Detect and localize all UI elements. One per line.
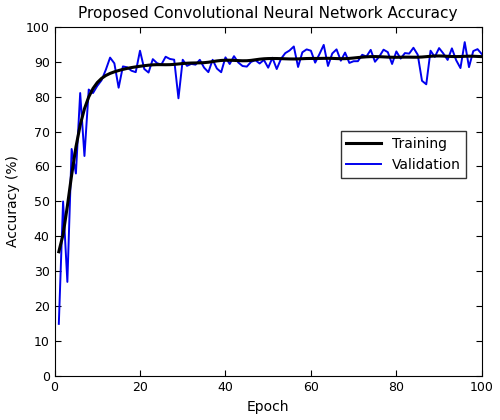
Validation — [274, 66, 280, 71]
Line: Validation: Validation — [59, 42, 482, 324]
Line: Training: Training — [59, 56, 482, 252]
Training — [274, 56, 280, 61]
Training — [436, 53, 442, 58]
Training — [449, 54, 455, 59]
Training — [308, 56, 314, 61]
Validation — [137, 48, 143, 53]
Validation — [458, 66, 464, 71]
Training — [479, 54, 485, 59]
Training — [137, 64, 143, 69]
Training — [154, 62, 160, 67]
Y-axis label: Accuracy (%): Accuracy (%) — [6, 155, 20, 247]
Validation — [56, 321, 62, 326]
Training — [462, 54, 468, 59]
Validation — [154, 60, 160, 66]
Validation — [462, 39, 468, 45]
X-axis label: Epoch: Epoch — [247, 400, 290, 414]
Validation — [479, 52, 485, 57]
Training — [56, 249, 62, 254]
Title: Proposed Convolutional Neural Network Accuracy: Proposed Convolutional Neural Network Ac… — [78, 6, 458, 21]
Validation — [444, 58, 450, 63]
Legend: Training, Validation: Training, Validation — [340, 131, 466, 178]
Validation — [308, 48, 314, 53]
